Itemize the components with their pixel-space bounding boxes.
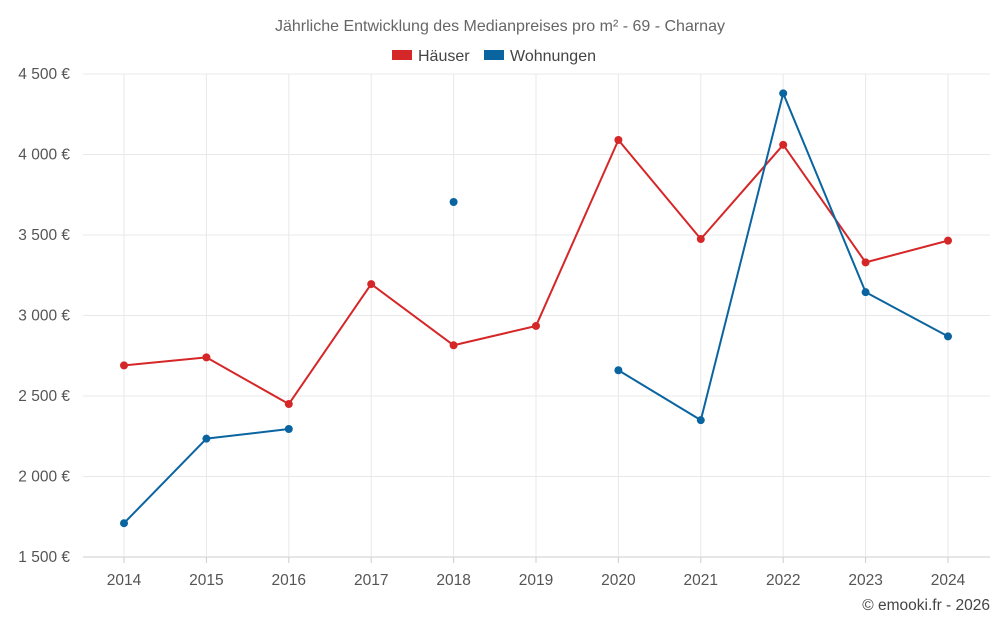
- x-tick-label: 2023: [848, 572, 882, 589]
- y-tick-label: 2 500 €: [18, 388, 70, 405]
- data-point[interactable]: [284, 425, 293, 434]
- y-tick-label: 3 500 €: [18, 227, 70, 244]
- credit-label: © emooki.fr - 2026: [862, 597, 990, 614]
- y-tick-label: 4 000 €: [18, 147, 70, 164]
- x-tick-label: 2017: [354, 572, 388, 589]
- y-tick-label: 2 000 €: [18, 469, 70, 486]
- x-tick-label: 2019: [519, 572, 553, 589]
- data-point[interactable]: [696, 416, 705, 425]
- data-point[interactable]: [120, 361, 128, 370]
- x-tick-label: 2024: [931, 572, 966, 589]
- x-axis: 2014 2015 2016 2017 2018 2019 2020 2021 2022 2023…: [107, 557, 966, 589]
- data-point[interactable]: [202, 434, 211, 443]
- series-wohnungen: [120, 89, 952, 528]
- data-point[interactable]: [202, 353, 211, 362]
- data-point[interactable]: [449, 197, 458, 206]
- data-point[interactable]: [944, 332, 952, 341]
- data-point[interactable]: [120, 519, 128, 528]
- y-tick-label: 1 500 €: [18, 549, 70, 566]
- x-tick-label: 2022: [766, 572, 800, 589]
- data-point[interactable]: [614, 136, 623, 145]
- legend-swatch: [484, 50, 504, 60]
- legend-label: Häuser: [418, 48, 470, 65]
- data-point[interactable]: [861, 288, 870, 297]
- series-haeuser: [120, 136, 952, 409]
- data-point[interactable]: [779, 89, 788, 98]
- data-point[interactable]: [944, 236, 952, 245]
- x-tick-label: 2014: [107, 572, 142, 589]
- x-tick-label: 2015: [189, 572, 223, 589]
- y-tick-label: 4 500 €: [18, 66, 70, 83]
- data-point[interactable]: [861, 258, 870, 267]
- x-tick-label: 2018: [436, 572, 470, 589]
- data-point[interactable]: [284, 400, 293, 409]
- x-tick-label: 2020: [601, 572, 636, 589]
- x-tick-label: 2021: [684, 572, 718, 589]
- data-point[interactable]: [532, 321, 540, 330]
- data-point[interactable]: [367, 280, 376, 289]
- x-tick-label: 2016: [272, 572, 306, 589]
- legend-swatch: [392, 50, 412, 60]
- legend-item[interactable]: Häuser: [392, 48, 470, 65]
- data-point[interactable]: [779, 140, 788, 149]
- data-point[interactable]: [614, 366, 623, 375]
- legend-item[interactable]: Wohnungen: [484, 48, 596, 65]
- legend: Häuser Wohnungen: [392, 48, 596, 65]
- y-axis: 1 500 € 2 000 € 2 500 € 3 000 € 3 500 € 4 000…: [18, 66, 70, 566]
- legend-label: Wohnungen: [510, 48, 596, 65]
- chart-title: Jährliche Entwicklung des Medianpreises …: [275, 18, 725, 35]
- y-tick-label: 3 000 €: [18, 308, 70, 325]
- data-point[interactable]: [449, 341, 458, 350]
- series-group: [120, 89, 952, 528]
- grid: [83, 73, 990, 558]
- data-point[interactable]: [696, 235, 705, 244]
